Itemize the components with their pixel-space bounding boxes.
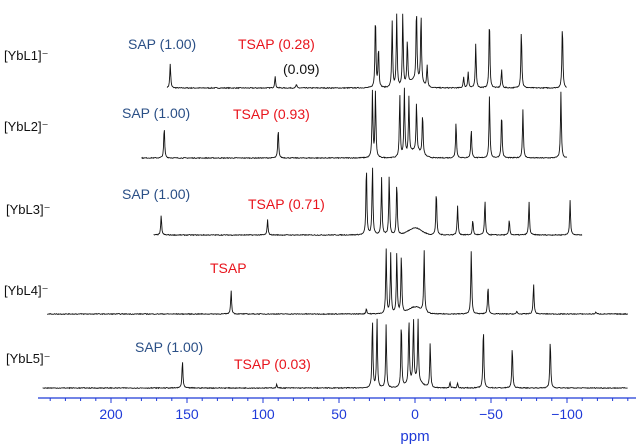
x-tick-label: 200: [99, 406, 123, 422]
peak-label-YbL1-sap: SAP (1.00): [128, 36, 196, 52]
peak-label-YbL4-tsap: TSAP: [210, 260, 247, 276]
x-tick-label: −100: [551, 406, 583, 422]
peak-label-YbL1-minor: (0.09): [283, 61, 320, 77]
peak-label-YbL2-sap: SAP (1.00): [122, 105, 190, 121]
x-axis: 200 150 100 50 0 −50 −100 ppm: [38, 397, 636, 445]
x-tick-label: 0: [411, 406, 419, 422]
x-tick-label: −50: [479, 406, 503, 422]
spectrum-YbL1: [166, 13, 567, 90]
peak-label-YbL3-tsap: TSAP (0.71): [248, 196, 325, 212]
compound-label-YbL5: [YbL5]⁻: [6, 351, 50, 366]
x-tick-label: 50: [331, 406, 347, 422]
compound-label-YbL1: [YbL1]⁻: [4, 48, 48, 63]
peak-label-YbL3-sap: SAP (1.00): [122, 186, 190, 202]
x-tick-label: 100: [251, 406, 275, 422]
x-axis-title: ppm: [400, 428, 429, 445]
x-axis-ticks: 200 150 100 50 0 −50 −100: [49, 398, 629, 422]
x-tick-label: 150: [175, 406, 199, 422]
peak-label-YbL5-tsap: TSAP (0.03): [234, 356, 311, 372]
spectra-layer: [42, 13, 629, 390]
spectrum-YbL5: [42, 318, 628, 390]
peak-label-YbL5-sap: SAP (1.00): [135, 339, 203, 355]
compound-label-YbL2: [YbL2]⁻: [4, 119, 48, 134]
spectrum-YbL2: [141, 87, 568, 160]
peak-label-YbL1-tsap: TSAP (0.28): [238, 36, 315, 52]
labels-layer: [YbL1]⁻ SAP (1.00) TSAP (0.28) (0.09) [YbL2]…: [4, 36, 325, 372]
compound-label-YbL4: [YbL4]⁻: [4, 283, 48, 298]
peak-label-YbL2-tsap: TSAP (0.93): [233, 106, 310, 122]
compound-label-YbL3: [YbL3]⁻: [6, 202, 50, 217]
spectrum-YbL4: [47, 248, 629, 316]
spectrum-YbL3: [153, 167, 583, 237]
